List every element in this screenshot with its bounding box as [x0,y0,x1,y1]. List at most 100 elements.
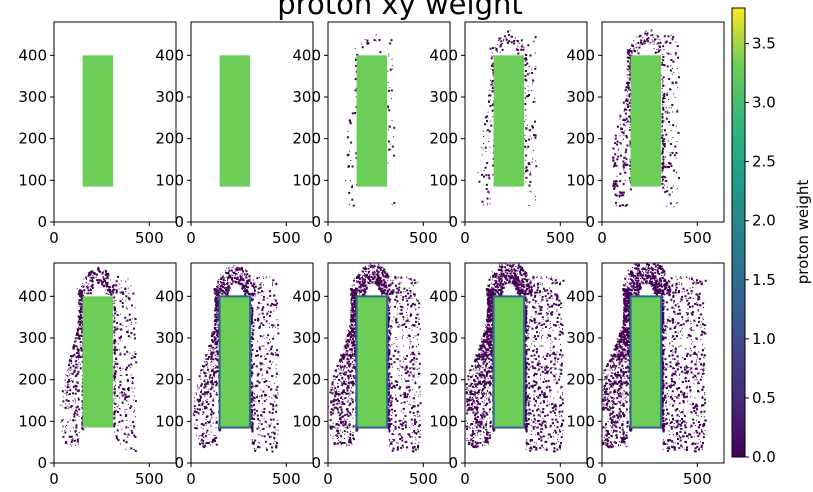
scatter-point [388,318,391,321]
scatter-point [360,289,363,292]
scatter-point [351,361,353,363]
scatter-point [207,391,210,393]
scatter-point [210,424,212,426]
scatter-point [73,415,76,418]
scatter-point [396,287,399,290]
scatter-point [410,312,412,314]
scatter-point [377,278,379,280]
x-tick-label: 0 [186,229,196,247]
scatter-point [361,46,364,49]
scatter-point [269,294,272,297]
scatter-point [525,154,528,157]
scatter-point [125,400,127,401]
scatter-point [360,283,363,286]
scatter-point [387,82,389,83]
scatter-point [251,312,254,315]
scatter-point [205,400,207,401]
scatter-point [213,339,216,342]
scatter-point [350,299,353,302]
scatter-point [217,330,219,332]
scatter-point [410,325,412,327]
scatter-point [76,329,79,332]
scatter-point [352,320,355,323]
scatter-point [114,373,117,376]
scatter-point [61,419,64,422]
scatter-point [525,127,528,130]
scatter-point [673,72,675,74]
scatter-point [404,367,406,369]
scatter-point [271,324,274,327]
scatter-point [387,351,390,354]
scatter-point [489,105,492,108]
scatter-point [491,109,494,112]
scatter-point [392,412,393,414]
scatter-point [215,297,217,298]
scatter-point [338,393,340,394]
y-tick-label: 200 [429,130,458,148]
scatter-point [655,53,657,54]
scatter-point [664,191,667,193]
scatter-point [414,394,416,396]
scatter-point [70,377,72,379]
scatter-point [348,404,351,407]
scatter-point [625,117,628,120]
scatter-point [254,290,255,292]
scatter-point [633,40,635,42]
scatter-point [661,150,663,151]
scatter-point [209,444,211,446]
scatter-point [395,385,397,386]
scatter-point [250,404,253,407]
scatter-point [670,59,673,61]
scatter-point [273,294,276,297]
scatter-point [114,395,116,397]
scatter-point [75,444,77,446]
scatter-point [66,381,69,384]
scatter-point [378,279,380,281]
scatter-point [239,279,242,282]
scatter-point [410,313,412,316]
scatter-point [77,397,79,399]
scatter-point [415,439,417,441]
scatter-point [275,429,277,431]
scatter-point [216,350,219,353]
scatter-point [271,446,273,449]
scatter-point [206,394,208,396]
scatter-point [489,89,491,91]
scatter-point [666,166,669,169]
scatter-point [76,332,78,334]
scatter-point [388,346,389,348]
scatter-point [481,154,483,156]
scatter-point [241,276,243,278]
scatter-point [387,309,390,312]
scatter-point [342,372,345,375]
scatter-point [346,413,349,416]
scatter-point [403,361,404,363]
scatter-point [620,191,623,194]
scatter-point [399,305,402,308]
scatter-point [202,439,205,442]
scatter-point [77,390,79,392]
scatter-point [626,95,628,97]
scatter-point [627,91,628,93]
scatter-point [268,290,271,293]
scatter-point [487,190,490,193]
scatter-point [116,439,118,440]
scatter-point [485,188,488,190]
scatter-point [215,417,217,419]
scatter-point [77,331,78,333]
scatter-point [527,170,529,172]
scatter-point [335,394,337,396]
scatter-point [340,354,343,357]
scatter-point [81,329,84,332]
scatter-point [216,305,219,308]
scatter-point [487,202,489,204]
scatter-point [662,79,664,81]
scatter-point [269,360,272,363]
scatter-point [629,60,631,62]
scatter-point [214,381,217,384]
scatter-point [83,278,85,280]
scatter-point [108,278,110,280]
scatter-point [534,120,536,123]
scatter-point [408,278,410,280]
scatter-point [406,277,408,279]
